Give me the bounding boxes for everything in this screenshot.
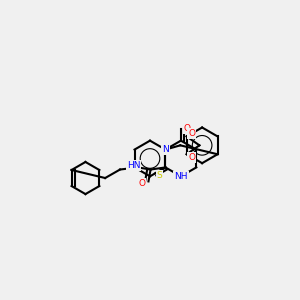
- Text: HN: HN: [127, 161, 140, 170]
- Text: O: O: [188, 129, 195, 138]
- Text: O: O: [139, 179, 145, 188]
- Text: NH: NH: [174, 172, 188, 181]
- Text: S: S: [157, 171, 162, 180]
- Text: O: O: [184, 124, 191, 133]
- Text: O: O: [188, 153, 195, 162]
- Text: N: N: [162, 145, 169, 154]
